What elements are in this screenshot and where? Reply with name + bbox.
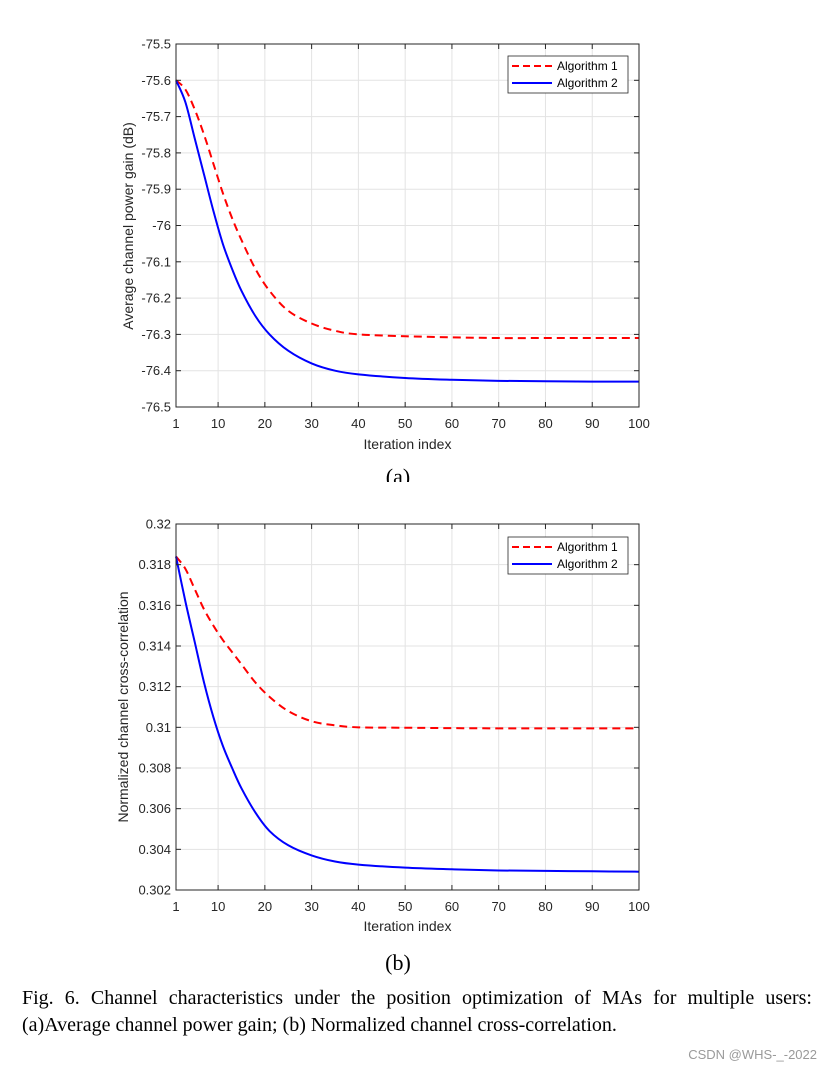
x-tick-label: 70 [491,416,505,431]
x-tick-label: 20 [258,416,272,431]
x-tick-label: 40 [351,899,365,914]
legend-box-a [507,55,629,94]
subfigure-label-b: (b) [385,950,411,975]
y-tick-label: 0.31 [146,720,171,735]
y-tick-label: -75.7 [141,109,171,124]
y-tick-label: -75.8 [141,145,171,160]
y-tick-label: 0.302 [138,883,171,898]
grid-b [175,523,640,891]
x-tick-label: 60 [445,416,459,431]
legend-label-algorithm-1: Algorithm 1 [557,59,618,73]
x-tick-label: 70 [491,899,505,914]
x-tick-label: 10 [211,899,225,914]
x-tick-label: 100 [628,899,650,914]
y-tick-label: 0.32 [146,517,171,532]
y-tick-label: -76.4 [141,363,171,378]
x-tick-label: 10 [211,416,225,431]
series-line-algorithm-1 [175,555,639,730]
y-tick-label: -76.2 [141,291,171,306]
y-axis-label-a: Average channel power gain (dB) [120,122,136,330]
y-tick-label: -76.3 [141,327,171,342]
x-axis-label-b: Iteration index [364,918,452,934]
series-lines-a [175,79,640,383]
ticks-a: 1 10 20 30 40 50 60 70 80 90 100 -75.5 -75.6 -75.7 -75… [141,37,649,432]
x-tick-label: 80 [538,416,552,431]
y-axis-label-b: Normalized channel cross-correlation [115,591,131,822]
x-tick-label: 80 [538,899,552,914]
y-tick-label: 0.316 [138,598,171,613]
series-lines-b [175,555,640,873]
plot-frame-b [175,523,640,891]
y-tick-label: 0.306 [138,801,171,816]
grid-a [175,43,640,408]
legend-box-b [507,536,629,575]
chart-b: 1 10 20 30 40 50 60 70 80 90 100 0.32 0.318 0.316 0.31… [115,517,650,976]
x-tick-label: 50 [398,899,412,914]
x-tick-label: 40 [351,416,365,431]
x-tick-label: 30 [304,899,318,914]
x-tick-label: 50 [398,416,412,431]
y-tick-label: -76.5 [141,400,171,415]
x-tick-label: 100 [628,416,650,431]
y-tick-label: -75.9 [141,182,171,197]
x-tick-label: 1 [172,416,179,431]
series-line-algorithm-2 [175,556,640,873]
watermark: CSDN @WHS-_-2022 [688,1047,817,1062]
legend-a: Algorithm 1 Algorithm 2 [507,55,629,94]
y-tick-label: 0.308 [138,761,171,776]
y-tick-label: -75.6 [141,73,171,88]
legend-label-algorithm-2: Algorithm 2 [557,557,618,571]
y-tick-label: 0.318 [138,557,171,572]
x-tick-label: 20 [258,899,272,914]
legend-label-algorithm-2: Algorithm 2 [557,76,618,90]
x-tick-label: 90 [585,416,599,431]
x-tick-label: 60 [445,899,459,914]
x-tick-label: 1 [172,899,179,914]
legend-b: Algorithm 1 Algorithm 2 [507,536,629,575]
chart-a: 1 10 20 30 40 50 60 70 80 90 100 -75.5 -75.6 -75.7 -75… [120,37,650,483]
ticks-b: 1 10 20 30 40 50 60 70 80 90 100 0.32 0.318 0.316 0.31… [138,517,649,915]
subfigure-label-a: (a) [386,464,410,482]
legend-label-algorithm-1: Algorithm 1 [557,540,618,554]
y-tick-label: 0.314 [138,639,171,654]
y-tick-label: 0.304 [138,842,171,857]
series-line-algorithm-1 [175,79,639,340]
figure-caption: Fig. 6. Channel characteristics under th… [22,987,812,1036]
series-line-algorithm-2 [175,79,640,383]
y-tick-label: 0.312 [138,679,171,694]
x-tick-label: 90 [585,899,599,914]
x-axis-label-a: Iteration index [364,436,452,452]
x-tick-label: 30 [304,416,318,431]
y-tick-label: -75.5 [141,37,171,52]
y-tick-label: -76.1 [141,254,171,269]
y-tick-label: -76 [152,218,171,233]
